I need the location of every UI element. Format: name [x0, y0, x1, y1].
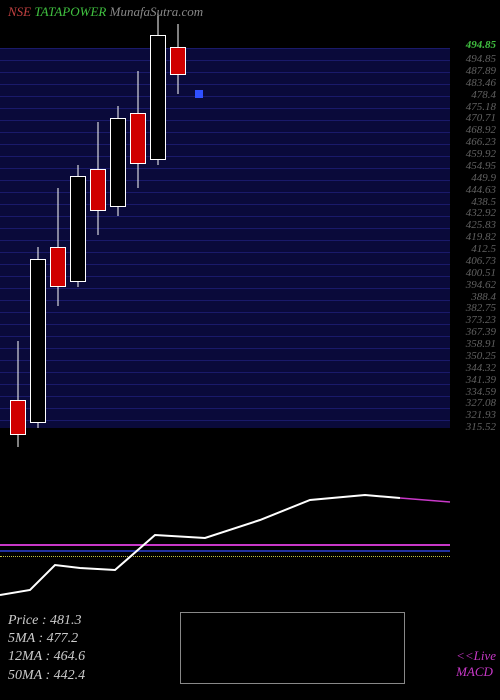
price-level-label: 470.71	[466, 113, 496, 124]
price-level-label: 432.92	[466, 208, 496, 219]
candlestick	[130, 71, 146, 189]
candlestick	[170, 24, 186, 95]
candlestick	[110, 106, 126, 216]
price-level-label: 400.51	[466, 268, 496, 279]
price-level-label: 373.23	[466, 315, 496, 326]
price-level-label: 459.92	[466, 149, 496, 160]
price-level-label: 350.25	[466, 351, 496, 362]
info-line: 5MA : 477.2	[8, 630, 85, 648]
price-marker	[195, 90, 203, 98]
candlestick	[90, 122, 106, 235]
info-line: 12MA : 464.6	[8, 648, 85, 666]
price-level-label: 478.4	[471, 90, 496, 101]
source-label: MunafaSutra.com	[110, 4, 204, 19]
price-level-label: 468.92	[466, 125, 496, 136]
symbol-label: TATAPOWER	[34, 4, 106, 19]
price-level-label: 419.82	[466, 232, 496, 243]
price-level-label: 449.9	[471, 173, 496, 184]
info-line: 50MA : 442.4	[8, 667, 85, 685]
main-candlestick-chart: 494.85494.85487.89483.46478.4475.18470.7…	[0, 0, 500, 470]
price-level-label: 454.95	[466, 161, 496, 172]
candlestick	[50, 188, 66, 306]
price-level-label: 358.91	[466, 339, 496, 350]
price-level-label: 425.83	[466, 220, 496, 231]
price-level-label: 494.85	[466, 54, 496, 65]
price-level-label: 315.52	[466, 422, 496, 433]
price-level-label: 344.32	[466, 363, 496, 374]
live-arrow: <<Live	[456, 648, 496, 664]
price-level-label: 394.62	[466, 280, 496, 291]
empty-frame	[180, 612, 405, 684]
price-level-label: 466.23	[466, 137, 496, 148]
info-text-block: Price : 481.35MA : 477.212MA : 464.650MA…	[8, 612, 85, 685]
macd-panel	[0, 480, 500, 610]
exchange-label: NSE	[8, 4, 31, 19]
price-level-label: 444.63	[466, 185, 496, 196]
price-level-label: 334.59	[466, 387, 496, 398]
price-level-label: 475.18	[466, 102, 496, 113]
price-level-label: 487.89	[466, 66, 496, 77]
macd-lines	[0, 480, 500, 610]
live-macd-text: MACD	[456, 664, 496, 680]
live-macd-label: <<Live MACD	[456, 648, 496, 680]
price-level-label: 388.4	[471, 292, 496, 303]
price-level-label: 341.39	[466, 375, 496, 386]
top-price-marker: 494.85	[466, 40, 496, 51]
candlestick	[70, 165, 86, 287]
candlestick	[150, 12, 166, 165]
price-level-label: 483.46	[466, 78, 496, 89]
candlestick	[30, 247, 46, 428]
price-level-label: 367.39	[466, 327, 496, 338]
candlestick	[10, 341, 26, 447]
price-level-label: 321.93	[466, 410, 496, 421]
info-line: Price : 481.3	[8, 612, 85, 630]
price-level-label: 382.75	[466, 303, 496, 314]
chart-header: NSE TATAPOWER MunafaSutra.com	[8, 4, 203, 20]
price-level-label: 406.73	[466, 256, 496, 267]
price-level-label: 412.5	[471, 244, 496, 255]
price-level-label: 327.08	[466, 398, 496, 409]
info-panel: Price : 481.35MA : 477.212MA : 464.650MA…	[0, 610, 500, 700]
price-level-label: 438.5	[471, 197, 496, 208]
